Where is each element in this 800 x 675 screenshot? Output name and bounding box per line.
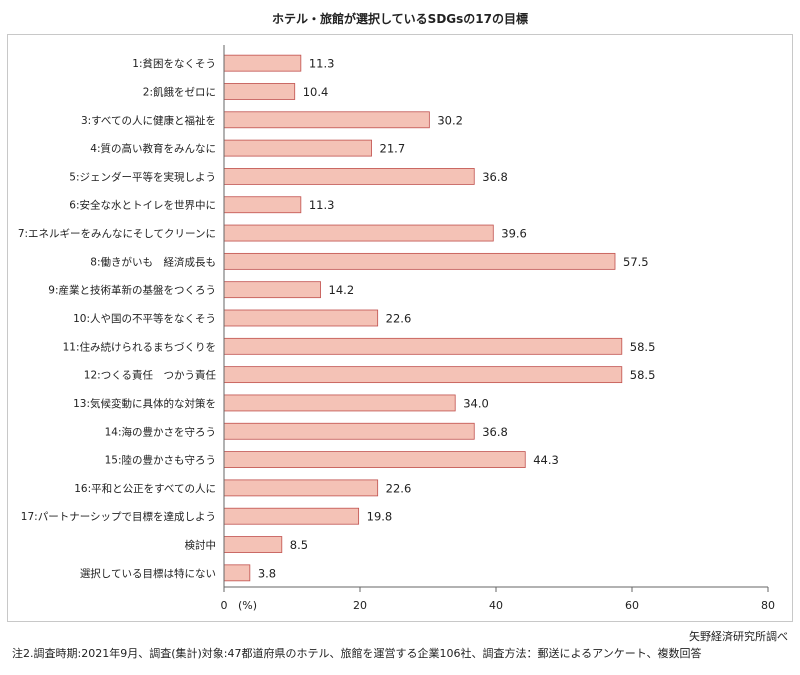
category-label: 13:気候変動に具体的な対策を [73, 397, 216, 410]
x-tick-label: 40 [489, 599, 503, 612]
category-label: 10:人や国の不平等をなくそう [73, 312, 216, 325]
value-label: 8.5 [290, 538, 308, 552]
bar [223, 507, 360, 525]
category-label: 4:質の高い教育をみんなに [90, 142, 216, 155]
x-axis-unit-label: (%) [238, 599, 257, 612]
bar [223, 564, 251, 582]
value-label: 10.4 [303, 85, 329, 99]
category-label: 17:パートナーシップで目標を達成しよう [21, 510, 216, 523]
value-label: 39.6 [501, 227, 527, 241]
bar [223, 366, 623, 384]
value-label: 22.6 [386, 481, 412, 495]
value-label: 36.8 [482, 425, 508, 439]
bar [223, 451, 526, 468]
category-label: 2:飢餓をゼロに [143, 85, 216, 98]
category-label: 5:ジェンダー平等を実現しよう [69, 170, 216, 183]
bar [223, 337, 623, 355]
value-label: 34.0 [463, 396, 489, 410]
value-label: 14.2 [329, 283, 355, 297]
category-label: 15:陸の豊かさも守ろう [105, 454, 216, 467]
x-tick-label: 60 [625, 599, 639, 612]
category-label: 選択している目標は特にない [80, 567, 216, 580]
bar [223, 139, 372, 157]
value-label: 30.2 [437, 113, 463, 127]
value-label: 11.3 [309, 57, 335, 71]
category-label: 8:働きがいも 経済成長も [90, 255, 216, 268]
source-note: 矢野経済研究所調べ [689, 630, 788, 643]
category-label: 検討中 [185, 539, 217, 552]
value-label: 22.6 [386, 312, 412, 326]
bar [223, 422, 475, 440]
category-label: 6:安全な水とトイレを世界中に [69, 199, 216, 212]
bar [223, 536, 283, 553]
bar [223, 309, 379, 327]
value-label: 11.3 [309, 198, 335, 212]
bar [223, 83, 296, 100]
value-label: 3.8 [258, 566, 276, 580]
bar [223, 196, 302, 214]
footnote: 注2.調査時期:2021年9月、調査(集計)対象:47都道府県のホテル、旅館を運… [12, 647, 702, 660]
x-tick-label: 80 [761, 599, 775, 612]
bar [223, 224, 494, 242]
value-label: 58.5 [630, 368, 656, 382]
bar [223, 54, 302, 72]
x-tick-label: 20 [353, 599, 367, 612]
value-label: 58.5 [630, 340, 656, 354]
category-label: 11:住み続けられるまちづくりを [63, 340, 216, 353]
category-label: 12:つくる責任 つかう責任 [84, 369, 217, 382]
bar [223, 281, 321, 299]
category-label: 16:平和と公正をすべての人に [74, 483, 216, 495]
bar [223, 168, 475, 185]
x-tick-label: 0 [221, 599, 228, 612]
bar [223, 252, 616, 270]
value-label: 57.5 [623, 255, 649, 269]
chart-frame [7, 34, 793, 622]
category-label: 1:貧困をなくそう [132, 57, 216, 70]
bar [223, 479, 379, 497]
value-label: 21.7 [380, 142, 406, 156]
value-label: 44.3 [533, 453, 559, 467]
value-label: 36.8 [482, 170, 508, 184]
value-label: 19.8 [367, 510, 393, 524]
chart-title: ホテル・旅館が選択しているSDGsの17の目標 [272, 12, 528, 26]
bar [223, 111, 430, 129]
bar [223, 394, 456, 412]
category-label: 3:すべての人に健康と福祉を [81, 114, 216, 127]
category-label: 14:海の豊かさを守ろう [105, 425, 216, 438]
category-label: 7:エネルギーをみんなにそしてクリーンに [18, 228, 216, 240]
category-label: 9:産業と技術革新の基盤をつくろう [48, 284, 216, 297]
